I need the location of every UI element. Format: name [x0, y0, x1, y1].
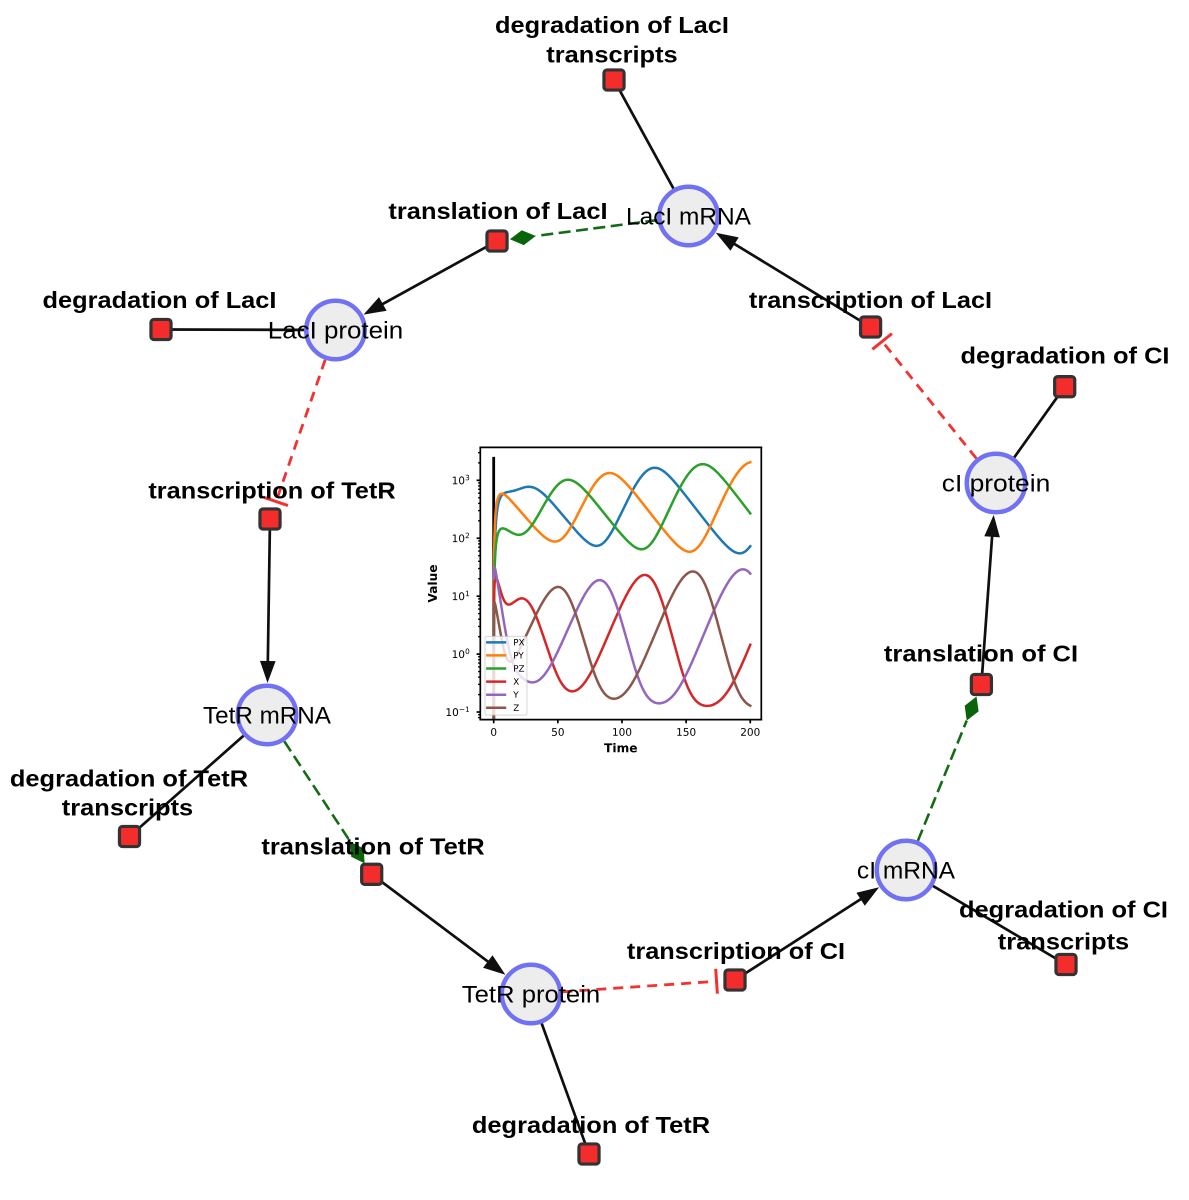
- svg-text:transcription of TetR: transcription of TetR: [148, 478, 395, 504]
- svg-text:degradation of TetR: degradation of TetR: [10, 766, 248, 792]
- svg-text:degradation of TetR: degradation of TetR: [472, 1112, 710, 1138]
- svg-text:cI mRNA: cI mRNA: [857, 857, 956, 884]
- svg-text:cI protein: cI protein: [942, 470, 1051, 497]
- svg-text:degradation of CI: degradation of CI: [959, 897, 1168, 923]
- svg-text:degradation of CI: degradation of CI: [961, 343, 1170, 369]
- svg-text:LacI protein: LacI protein: [268, 317, 403, 344]
- svg-text:transcription of CI: transcription of CI: [627, 938, 845, 964]
- svg-text:transcription of LacI: transcription of LacI: [749, 287, 992, 313]
- svg-text:TetR protein: TetR protein: [462, 981, 600, 1008]
- svg-text:translation of CI: translation of CI: [884, 641, 1078, 667]
- svg-text:transcripts: transcripts: [62, 795, 193, 821]
- svg-text:transcripts: transcripts: [546, 42, 677, 68]
- svg-text:degradation of LacI: degradation of LacI: [495, 12, 729, 38]
- svg-text:translation of TetR: translation of TetR: [261, 834, 484, 860]
- svg-text:TetR mRNA: TetR mRNA: [203, 702, 332, 729]
- svg-text:degradation of LacI: degradation of LacI: [43, 287, 277, 313]
- svg-text:LacI mRNA: LacI mRNA: [626, 203, 752, 230]
- svg-text:transcripts: transcripts: [998, 929, 1129, 955]
- svg-text:translation of LacI: translation of LacI: [388, 198, 607, 224]
